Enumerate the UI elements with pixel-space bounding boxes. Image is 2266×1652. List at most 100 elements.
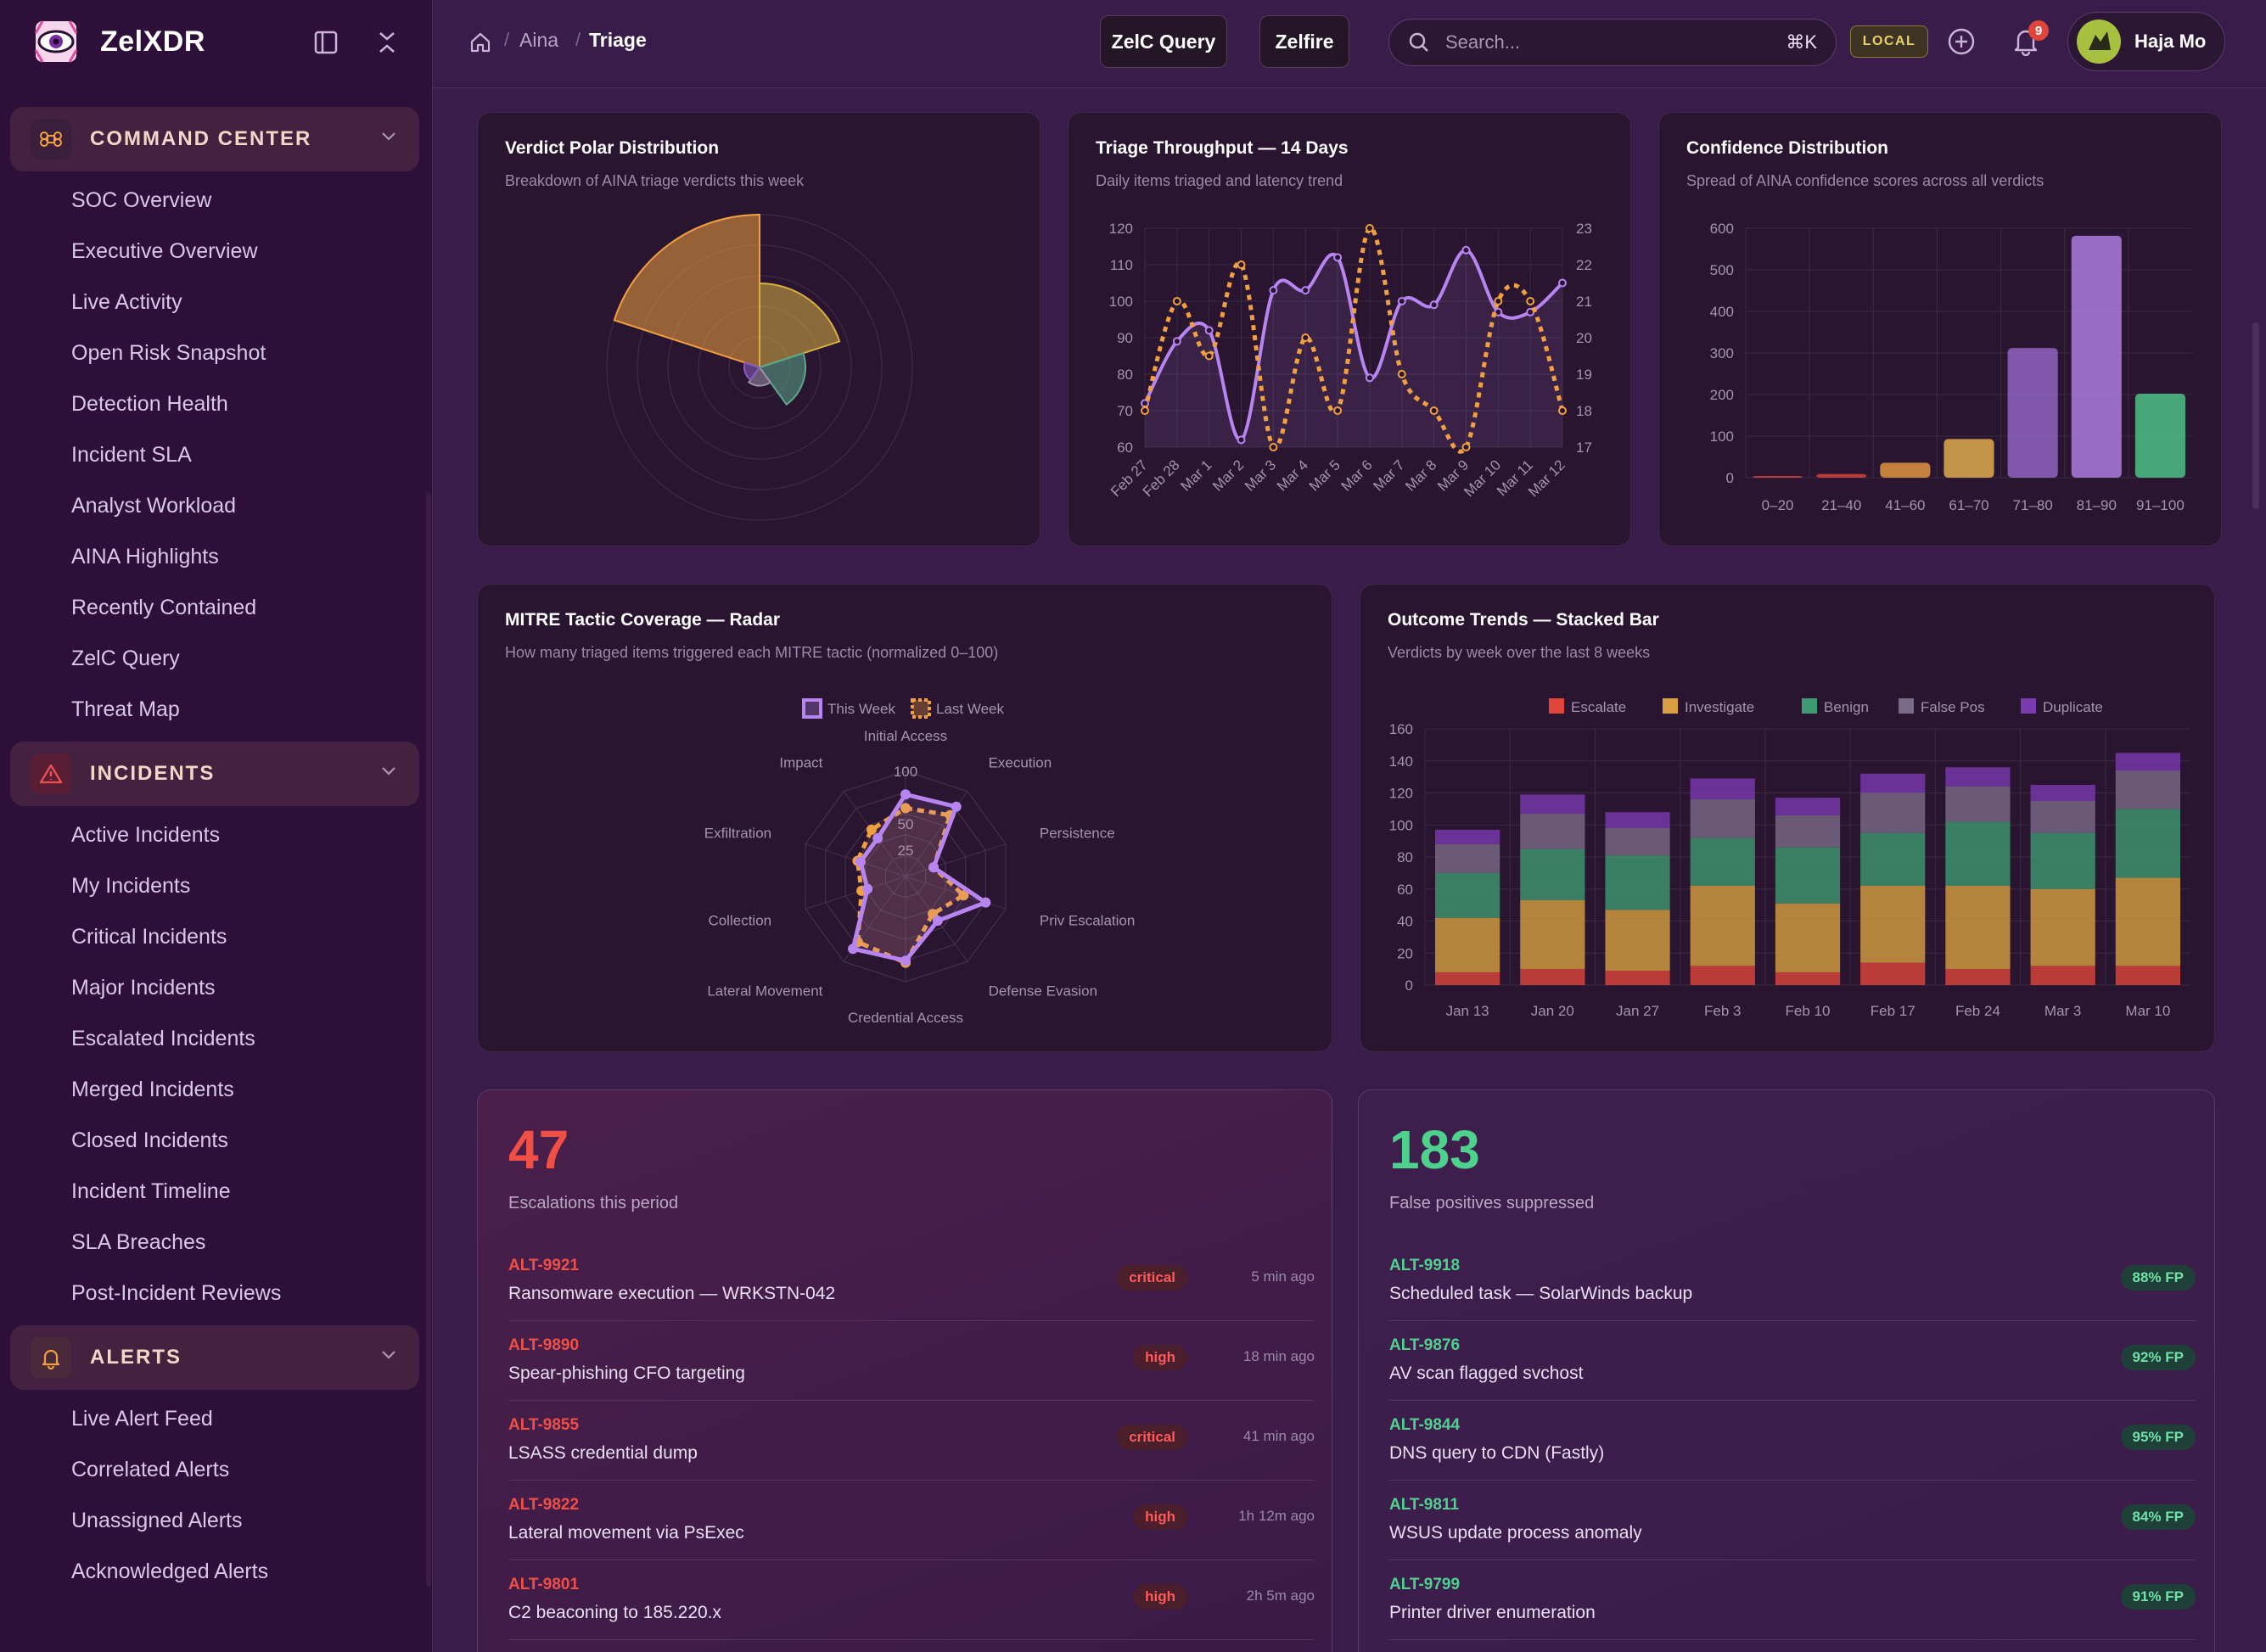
sidebar-item-incident-timeline[interactable]: Incident Timeline bbox=[71, 1179, 231, 1203]
x-tick: Feb 24 bbox=[1955, 1003, 2000, 1019]
sidebar-item-list: Live Alert Feed Correlated Alerts Unassign… bbox=[71, 1393, 268, 1597]
legend-swatch bbox=[1549, 698, 1564, 714]
escalation-row[interactable]: ALT-9801 C2 beaconing to 185.220.x high 2h … bbox=[508, 1560, 1315, 1640]
fp-score-badge: 91% FP bbox=[2120, 1584, 2196, 1610]
radar-point bbox=[928, 862, 939, 873]
collapse-sidebar-button[interactable] bbox=[309, 25, 343, 59]
series-point bbox=[1301, 333, 1310, 342]
sidebar-item-detection-health[interactable]: Detection Health bbox=[71, 392, 228, 416]
mitre-radar-card: MITRE Tactic Coverage — Radar How many t… bbox=[477, 584, 1332, 1052]
radar-axis-label: Persistence bbox=[1040, 826, 1115, 842]
breadcrumb-aina[interactable]: Aina bbox=[519, 29, 559, 51]
fp-score-badge: 84% FP bbox=[2120, 1504, 2196, 1530]
sidebar-item-zelc-query[interactable]: ZelC Query bbox=[71, 647, 180, 670]
false-positive-row[interactable]: ALT-9876 AV scan flagged svchost 92% FP bbox=[1389, 1321, 2196, 1401]
alert-id: ALT-9811 bbox=[1389, 1496, 1460, 1514]
false-positive-row[interactable]: ALT-9918 Scheduled task — SolarWinds back… bbox=[1389, 1241, 2196, 1321]
radar-axis-label: Execution bbox=[989, 755, 1052, 771]
sidebar-item-analyst-workload[interactable]: Analyst Workload bbox=[71, 494, 237, 518]
y-right-tick: 21 bbox=[1576, 294, 1592, 310]
search-bar[interactable]: Search... ⌘K bbox=[1388, 19, 1837, 66]
confidence-bar bbox=[2134, 394, 2185, 478]
y-tick: 400 bbox=[1710, 304, 1734, 320]
stacked-bar-segment bbox=[1945, 969, 2011, 985]
collapse-all-button[interactable] bbox=[370, 25, 404, 59]
sidebar-item-correlated-alerts[interactable]: Correlated Alerts bbox=[71, 1458, 230, 1481]
x-tick: 71–80 bbox=[2013, 497, 2053, 513]
sidebar-item-escalated-incidents[interactable]: Escalated Incidents bbox=[71, 1027, 255, 1050]
series-area bbox=[1145, 249, 1562, 447]
series-point bbox=[1429, 406, 1439, 415]
x-tick: Mar 2 bbox=[1209, 456, 1247, 494]
sidebar-item-executive-overview[interactable]: Executive Overview bbox=[71, 239, 258, 263]
stacked-bar-segment bbox=[1860, 832, 1926, 886]
collapse-chevrons-icon bbox=[379, 32, 395, 53]
fp-score-badge: 95% FP bbox=[2120, 1425, 2196, 1450]
outcome-trends-card: Outcome Trends — Stacked Bar Verdicts by… bbox=[1360, 584, 2215, 1052]
x-tick: Feb 3 bbox=[1704, 1003, 1741, 1019]
sidebar-item-recently-contained[interactable]: Recently Contained bbox=[71, 596, 257, 619]
false-positive-row[interactable]: ALT-9811 WSUS update process anomaly 84% F… bbox=[1389, 1481, 2196, 1560]
sidebar-item-sla-breaches[interactable]: SLA Breaches bbox=[71, 1230, 206, 1254]
brand[interactable]: ZelXDR bbox=[31, 15, 205, 68]
sidebar-item-major-incidents[interactable]: Major Incidents bbox=[71, 976, 216, 1000]
series-point bbox=[1204, 326, 1214, 335]
main-scrollbar[interactable] bbox=[2252, 322, 2259, 509]
sidebar-item-aina-highlights[interactable]: AINA Highlights bbox=[71, 545, 219, 568]
sidebar-item-threat-map[interactable]: Threat Map bbox=[71, 697, 180, 721]
escalation-row[interactable]: ALT-9822 Lateral movement via PsExec high 1… bbox=[508, 1481, 1315, 1560]
sidebar-item-critical-incidents[interactable]: Critical Incidents bbox=[71, 925, 227, 949]
x-tick: Mar 1 bbox=[1177, 456, 1214, 494]
false-positive-row[interactable]: ALT-9799 Printer driver enumeration 91% FP bbox=[1389, 1560, 2196, 1640]
sidebar-item-open-risk-snapshot[interactable]: Open Risk Snapshot bbox=[71, 341, 266, 365]
stacked-bar-segment bbox=[1520, 848, 1585, 900]
sidebar-item-live-alert-feed[interactable]: Live Alert Feed bbox=[71, 1407, 213, 1431]
sidebar-item-active-incidents[interactable]: Active Incidents bbox=[71, 823, 221, 847]
escalation-row[interactable]: ALT-9921 Ransomware execution — WRKSTN-04… bbox=[508, 1241, 1315, 1321]
polar-slice-escalate bbox=[613, 213, 760, 369]
sidebar-section-alerts[interactable]: ALERTS bbox=[10, 1325, 419, 1390]
sidebar-scrollbar[interactable] bbox=[426, 492, 431, 1587]
legend-swatch bbox=[802, 698, 822, 719]
y-right-tick: 19 bbox=[1576, 367, 1592, 383]
x-tick: 91–100 bbox=[2136, 497, 2185, 513]
sidebar-item-closed-incidents[interactable]: Closed Incidents bbox=[71, 1128, 228, 1152]
card-title: MITRE Tactic Coverage — Radar bbox=[505, 610, 781, 630]
radar-point bbox=[900, 789, 911, 800]
confidence-bar bbox=[1753, 476, 1803, 479]
y-right-tick: 22 bbox=[1576, 257, 1592, 273]
escalation-row[interactable]: ALT-9890 Spear-phishing CFO targeting high… bbox=[508, 1321, 1315, 1401]
sidebar-item-incident-sla[interactable]: Incident SLA bbox=[71, 443, 192, 467]
add-icon[interactable] bbox=[1947, 27, 1976, 56]
sidebar-section-command-center[interactable]: COMMAND CENTER bbox=[10, 107, 419, 171]
alert-title: Ransomware execution — WRKSTN-042 bbox=[508, 1284, 836, 1303]
severity-badge: high bbox=[1133, 1584, 1187, 1610]
sidebar-item-soc-overview[interactable]: SOC Overview bbox=[71, 188, 212, 212]
sidebar-item-live-activity[interactable]: Live Activity bbox=[71, 290, 182, 314]
y-left-tick: 90 bbox=[1117, 330, 1133, 346]
stacked-bar-segment bbox=[1775, 903, 1841, 972]
zelfire-button[interactable]: Zelfire bbox=[1259, 15, 1349, 68]
false-positive-row[interactable]: ALT-9844 DNS query to CDN (Fastly) 95% FP bbox=[1389, 1401, 2196, 1481]
radar-axis-label: Lateral Movement bbox=[707, 983, 822, 999]
notifications-button[interactable]: 9 bbox=[2011, 20, 2049, 59]
radar-axis-label: Impact bbox=[779, 755, 822, 771]
sidebar-item-my-incidents[interactable]: My Incidents bbox=[71, 874, 191, 898]
home-icon[interactable] bbox=[468, 31, 492, 54]
stacked-bar-segment bbox=[2030, 785, 2095, 801]
radar-point bbox=[932, 916, 943, 927]
sidebar-item-merged-incidents[interactable]: Merged Incidents bbox=[71, 1078, 234, 1101]
x-tick: Mar 12 bbox=[1525, 456, 1568, 500]
sidebar-item-post-incident-reviews[interactable]: Post-Incident Reviews bbox=[71, 1281, 282, 1305]
escalation-row[interactable]: ALT-9855 LSASS credential dump critical 41 … bbox=[508, 1401, 1315, 1481]
search-icon bbox=[1409, 32, 1428, 52]
stacked-bar-segment bbox=[2030, 800, 2095, 833]
alert-id: ALT-9918 bbox=[1389, 1257, 1461, 1274]
sidebar-item-unassigned-alerts[interactable]: Unassigned Alerts bbox=[71, 1509, 243, 1532]
chevron-down-icon bbox=[382, 132, 395, 141]
sidebar-section-incidents[interactable]: INCIDENTS bbox=[10, 742, 419, 806]
zelc-query-button[interactable]: ZelC Query bbox=[1100, 15, 1227, 68]
x-tick: 61–70 bbox=[1949, 497, 1988, 513]
sidebar-item-acknowledged-alerts[interactable]: Acknowledged Alerts bbox=[71, 1560, 269, 1583]
user-menu[interactable]: Haja Mo bbox=[2067, 12, 2225, 71]
